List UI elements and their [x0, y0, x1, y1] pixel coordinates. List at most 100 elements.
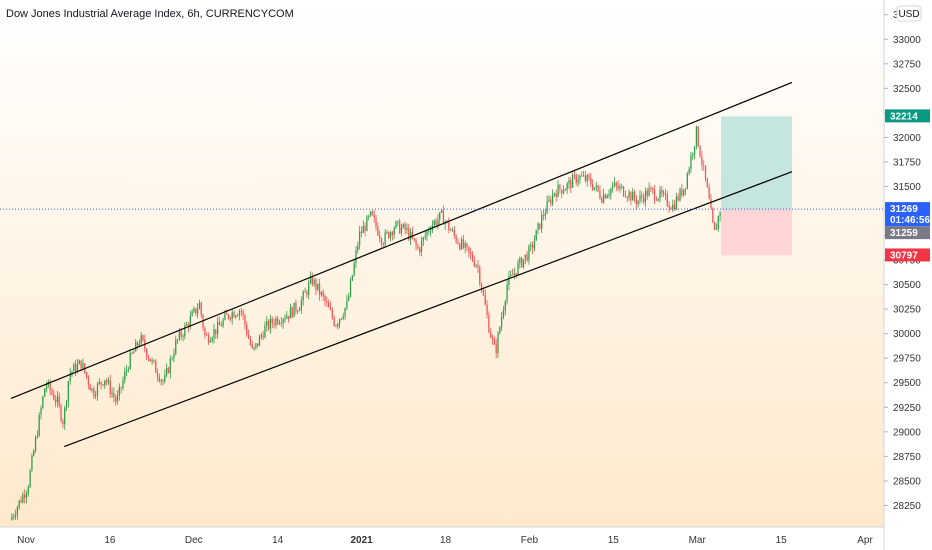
candle-body	[684, 188, 687, 190]
candle	[49, 378, 51, 396]
candle-body	[480, 283, 483, 291]
candle-body	[20, 500, 22, 503]
candle	[535, 229, 537, 241]
candle-body	[639, 195, 641, 201]
candle	[118, 383, 120, 401]
currency-button[interactable]: USD	[896, 5, 922, 22]
candle-body	[289, 307, 292, 319]
price-tick-label: 30250	[893, 305, 921, 316]
candle	[100, 381, 102, 390]
candle-body	[626, 197, 628, 198]
candle	[282, 317, 284, 329]
candle	[697, 126, 699, 148]
candle-body	[204, 327, 206, 336]
candle-body	[346, 300, 348, 308]
candle	[191, 309, 193, 317]
candle	[415, 238, 417, 251]
candle	[712, 207, 714, 224]
candle-body	[186, 323, 188, 326]
candle	[91, 388, 93, 393]
candle	[286, 310, 288, 320]
candle	[360, 226, 363, 238]
candle	[166, 363, 168, 378]
candle	[204, 326, 206, 339]
candle-body	[260, 335, 262, 337]
candle	[391, 230, 394, 241]
candle-body	[324, 295, 326, 302]
candle-body	[27, 487, 29, 494]
channel-lines[interactable]	[10, 81, 793, 448]
candle	[683, 189, 685, 197]
candle-body	[229, 317, 232, 320]
candle-body	[331, 309, 333, 318]
price-tick-label: 31750	[893, 157, 921, 168]
candle	[428, 227, 430, 235]
candle-body	[29, 470, 31, 488]
candle	[521, 256, 523, 268]
candle	[459, 242, 461, 251]
candle-body	[555, 193, 557, 197]
candle-body	[488, 314, 490, 333]
candle-body	[530, 245, 532, 247]
candle-body	[522, 259, 525, 268]
candle	[349, 277, 352, 298]
channel-lower-line[interactable]	[64, 171, 793, 448]
candle	[167, 366, 170, 374]
candle	[641, 191, 643, 203]
candle-body	[111, 392, 113, 394]
chart-title: Dow Jones Industrial Average Index, 6h, …	[6, 8, 294, 20]
candle	[679, 187, 681, 202]
price-tag-value: 31259	[890, 228, 918, 239]
candle	[257, 343, 259, 349]
candle	[704, 165, 707, 182]
candle-body	[227, 314, 230, 318]
candle-body	[211, 338, 213, 341]
candle	[448, 217, 450, 234]
candle-body	[89, 384, 91, 391]
candle	[371, 210, 374, 216]
candle	[491, 334, 494, 345]
price-tick-label: 30500	[893, 280, 921, 291]
candle-body	[406, 228, 408, 230]
candle-body	[672, 204, 674, 210]
candle-body	[16, 507, 19, 515]
candle-body	[335, 325, 337, 327]
candle	[124, 367, 126, 384]
candle-body	[539, 223, 541, 229]
candle-body	[160, 380, 162, 382]
candle-body	[597, 185, 599, 191]
candle-body	[187, 323, 190, 327]
candle-body	[169, 358, 171, 373]
candle-body	[568, 180, 570, 184]
candle	[504, 299, 506, 316]
candle-body	[105, 380, 108, 383]
candle-body	[147, 357, 150, 359]
candle	[13, 513, 15, 520]
candle-body	[297, 310, 299, 312]
candle-body	[641, 195, 643, 198]
candle	[251, 340, 253, 350]
candle-body	[264, 325, 266, 338]
candle-body	[138, 343, 140, 346]
channel-upper-line[interactable]	[10, 81, 793, 399]
candle-body	[502, 310, 505, 318]
candle	[681, 183, 683, 198]
candle-body	[435, 220, 437, 225]
candle-body	[666, 194, 668, 206]
candle	[466, 242, 468, 251]
candle-body	[375, 218, 377, 227]
candle-body	[581, 175, 583, 177]
candle	[530, 241, 532, 252]
candle-body	[142, 335, 144, 341]
candle	[333, 315, 335, 327]
candle-body	[136, 342, 139, 346]
time-tick-label: 16	[104, 535, 116, 546]
candle-body	[566, 183, 568, 190]
candle-body	[231, 312, 233, 320]
time-axis[interactable]: Nov 16 Dec 14 2021 18 Feb 15 Mar 15 Apr	[17, 535, 873, 546]
candle-body	[291, 307, 293, 317]
candle	[244, 313, 246, 330]
candle-body	[96, 383, 99, 396]
